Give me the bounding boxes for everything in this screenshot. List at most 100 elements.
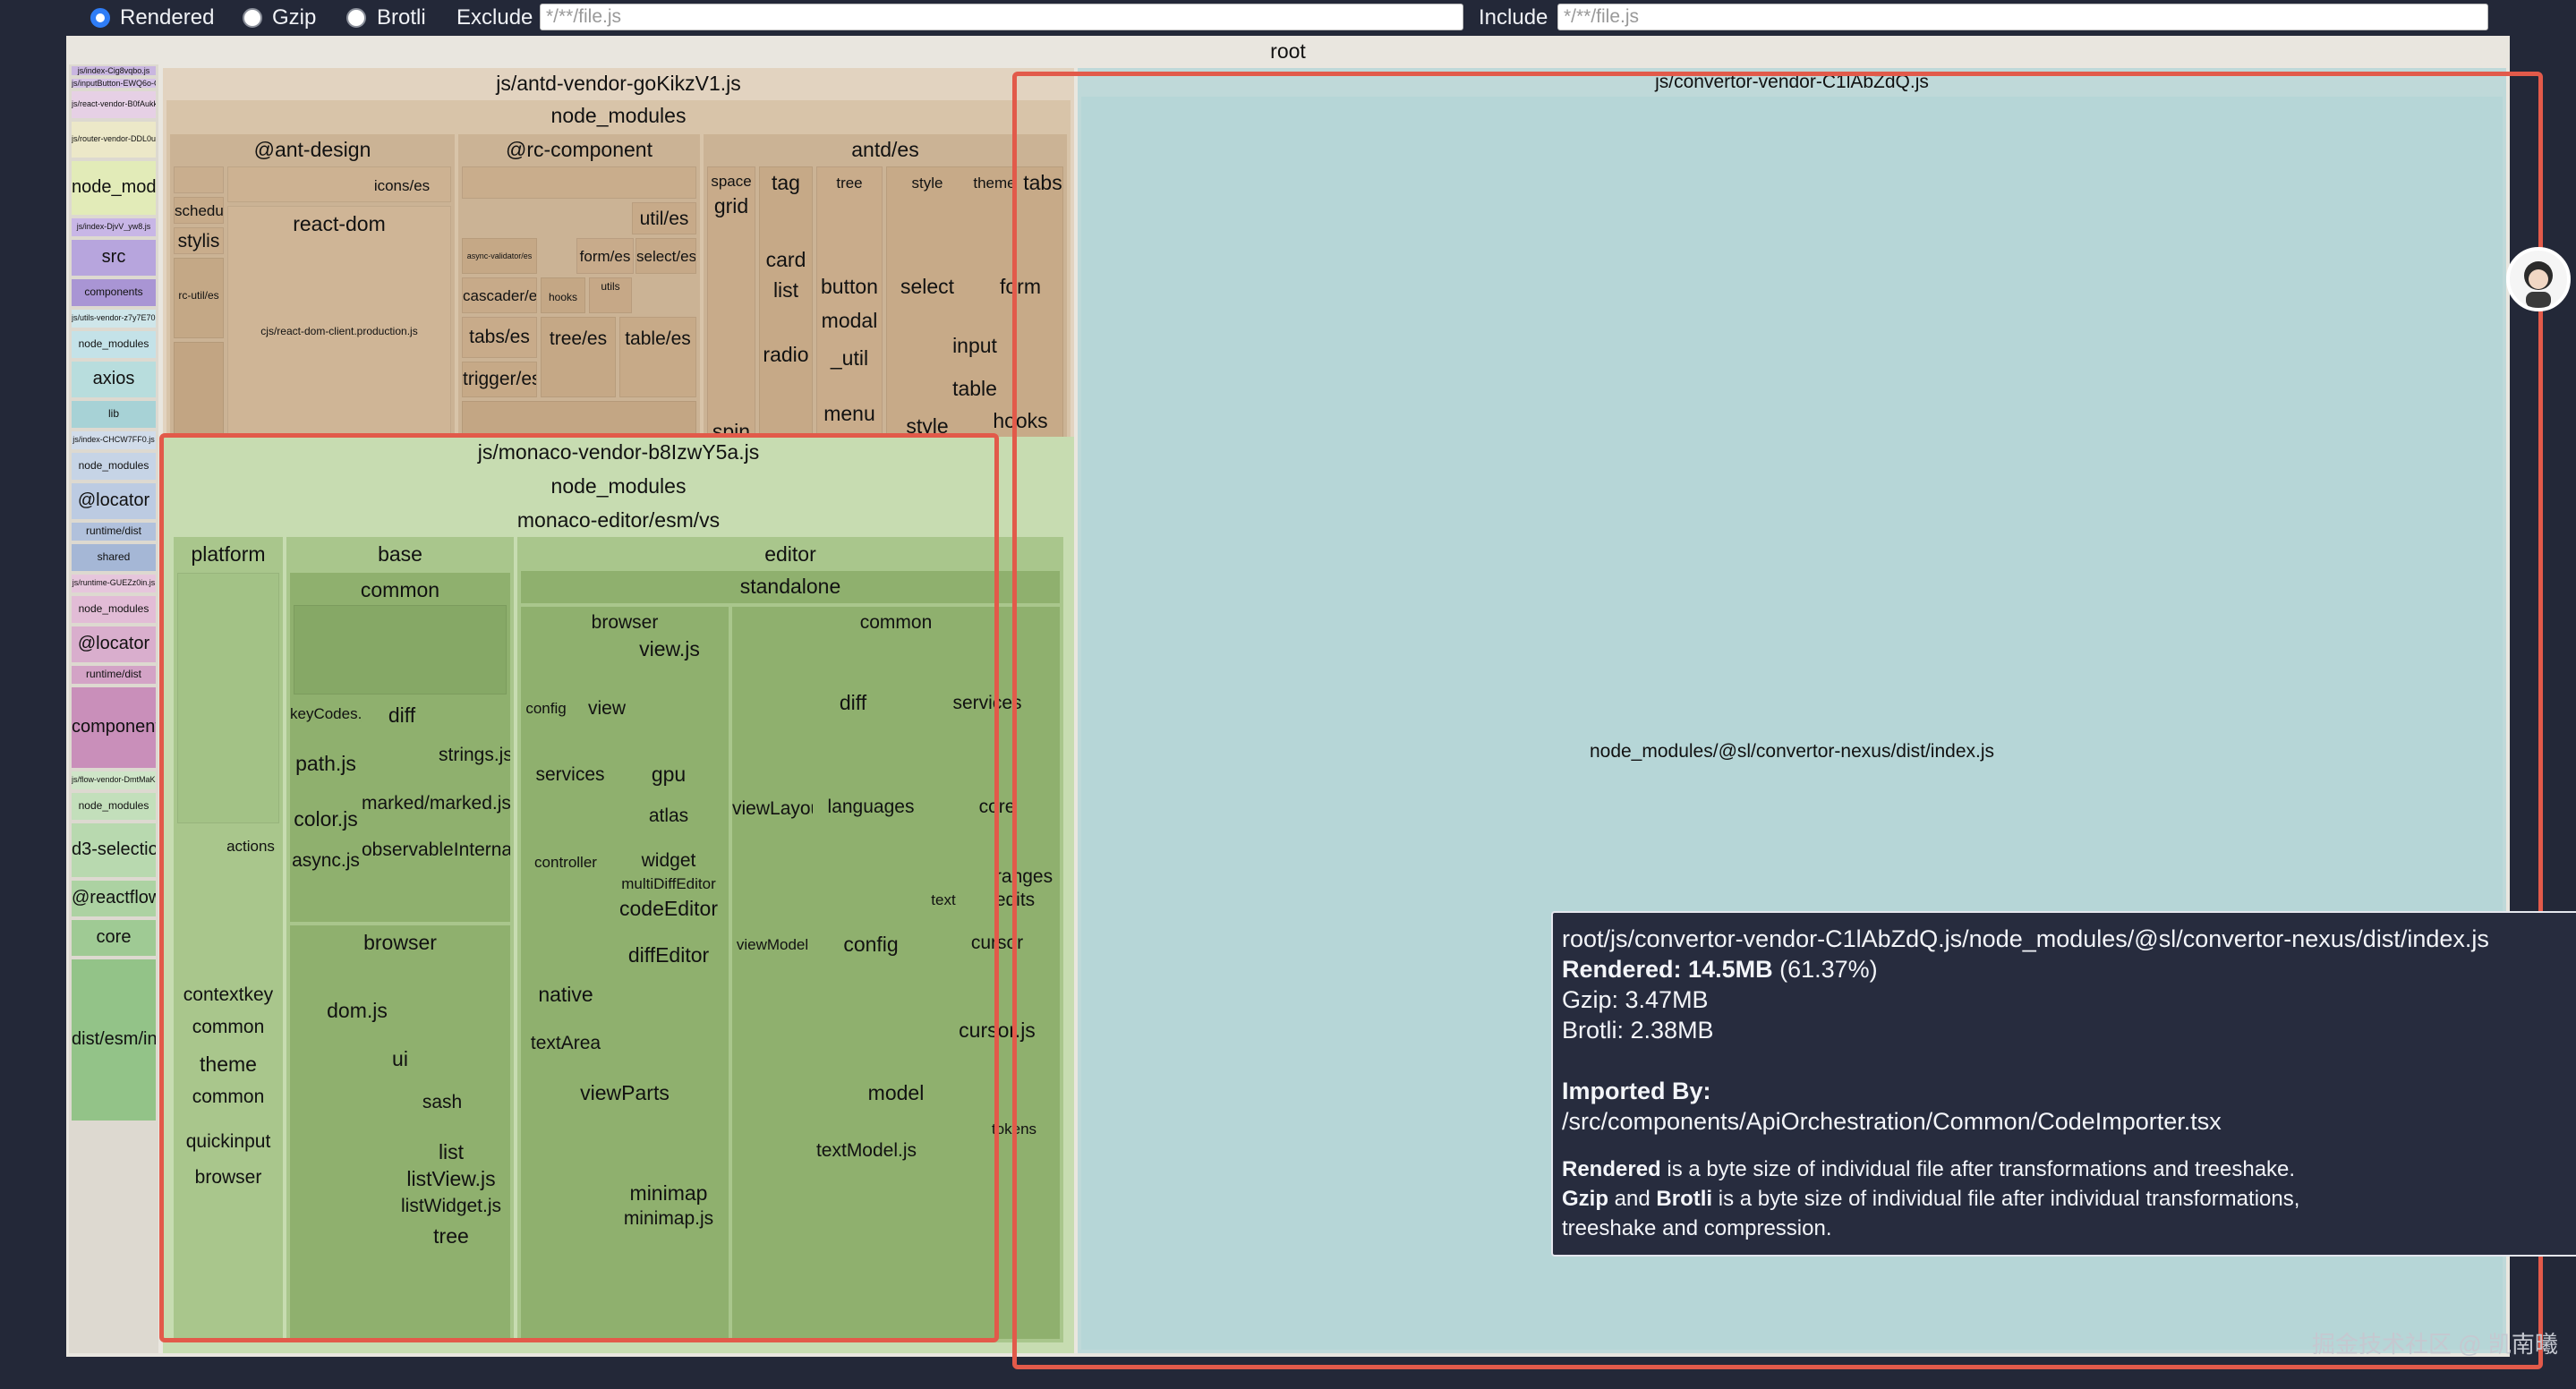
sidebar-bundle-3[interactable]: js/router-vendor-DDL0unP.js: [72, 122, 156, 158]
user-avatar[interactable]: [2506, 247, 2571, 311]
antd-col-2[interactable]: tag card list radio: [759, 166, 813, 446]
diffeditor-label: diffEditor: [627, 943, 710, 967]
sidebar-bundle-16[interactable]: shared: [72, 544, 156, 571]
rendered-label[interactable]: Rendered: [120, 5, 215, 30]
rc-table-cell[interactable]: table/es: [619, 317, 696, 397]
rc-component-group[interactable]: @rc-component util/es async-validator/es…: [458, 134, 700, 449]
brotli-radio[interactable]: [346, 8, 366, 28]
note-gzip-bold: Gzip: [1562, 1187, 1608, 1211]
platform-group[interactable]: platform actions contextkey common theme…: [174, 537, 283, 1342]
widget-label: widget: [641, 850, 696, 871]
rc-tabs-cell[interactable]: tabs/es: [462, 317, 537, 358]
platform-misc[interactable]: [177, 573, 279, 823]
sidebar-bundle-2[interactable]: js/react-vendor-B0fAukk.js: [72, 91, 156, 118]
rc-select-cell[interactable]: select/es: [635, 238, 696, 274]
antd-col-1[interactable]: space grid spin: [707, 166, 755, 446]
rc-trigger-cell[interactable]: trigger/es: [462, 362, 537, 397]
sidebar-bundle-label: node_modules: [78, 799, 149, 812]
sidebar-bundle-8[interactable]: js/utils-vendor-z7y7E70R.js: [72, 310, 156, 328]
ant-design-group[interactable]: @ant-design scheduler stylis rc-util/es …: [170, 134, 455, 449]
gzip-radio[interactable]: [243, 8, 262, 28]
sidebar-bundle-13[interactable]: node_modules: [72, 453, 156, 480]
scheduler-cell[interactable]: scheduler: [174, 197, 224, 224]
sidebar-bundle-label: node_modules: [78, 459, 149, 472]
icons-cell[interactable]: icons/es: [227, 166, 451, 202]
sidebar-bundle-26[interactable]: core: [72, 920, 156, 956]
sidebar-bundle-12[interactable]: js/index-CHCW7FF0.js: [72, 431, 156, 449]
react-dom-cell[interactable]: react-dom cjs/react-dom-client.productio…: [227, 206, 451, 446]
ed-services-label: services: [535, 764, 605, 785]
sidebar-bundle-15[interactable]: runtime/dist: [72, 523, 156, 541]
sidebar-bundle-4[interactable]: node_modules: [72, 161, 156, 215]
sidebar-bundle-18[interactable]: node_modules: [72, 596, 156, 623]
sidebar-bundle-21[interactable]: components: [72, 687, 156, 768]
antd-es-group[interactable]: antd/es space grid spin tag card list ra…: [704, 134, 1067, 449]
sidebar-bundle-25[interactable]: @reactflow: [72, 881, 156, 916]
sidebar-bundle-9[interactable]: node_modules: [72, 331, 156, 358]
sidebar-bundle-label: js/index-DjvV_yw8.js: [76, 221, 151, 231]
sidebar-bundle-11[interactable]: lib: [72, 401, 156, 428]
tree-label: tree: [433, 1224, 469, 1248]
antd-col-3[interactable]: tree button modal _util menu: [816, 166, 883, 446]
sidebar-bundle-label: js/index-CHCW7FF0.js: [73, 434, 155, 444]
small-bundles-column[interactable]: js/index-Cig8vqbo.js js/inputButton-EWQ6o…: [69, 64, 158, 1353]
base-group[interactable]: base common keyCodes.js diff path.js str…: [286, 537, 514, 1342]
tooltip-imported-label: Imported By: [1562, 1078, 1703, 1104]
sidebar-bundle-label: js/router-vendor-DDL0unP.js: [72, 133, 156, 143]
sidebar-bundle-5[interactable]: js/index-DjvV_yw8.js: [72, 218, 156, 236]
card-label: card: [765, 248, 806, 271]
antd-col-4[interactable]: style theme tabs select form input table…: [886, 166, 1063, 446]
monaco-node-modules-label: node_modules: [550, 474, 687, 498]
rc-utils-cell[interactable]: utils: [589, 277, 632, 313]
brotli-label[interactable]: Brotli: [377, 5, 426, 30]
color-label: color.js: [294, 807, 358, 831]
sidebar-bundle-24[interactable]: d3-selection/src: [72, 823, 156, 877]
sidebar-bundle-10[interactable]: axios: [72, 362, 156, 397]
space-label: space: [711, 173, 752, 190]
editor-common-group[interactable]: common diff services viewLayout language…: [732, 607, 1060, 1339]
text-label: text: [931, 891, 956, 908]
base-browser-group[interactable]: browser dom.js ui list listView.js listW…: [290, 925, 510, 1339]
editor-browser-group[interactable]: browser view.js config view services gpu…: [521, 607, 729, 1339]
gzip-label[interactable]: Gzip: [272, 5, 317, 30]
sidebar-bundle-0[interactable]: js/index-Cig8vqbo.js: [72, 66, 156, 75]
sidebar-bundle-14[interactable]: @locator: [72, 483, 156, 519]
sidebar-bundle-20[interactable]: runtime/dist: [72, 666, 156, 684]
sidebar-bundle-17[interactable]: js/runtime-GUEZz0in.js: [72, 575, 156, 592]
sidebar-bundle-label: @locator: [77, 490, 150, 510]
sidebar-bundle-22[interactable]: js/flow-vendor-DmtMaK.js: [72, 771, 156, 789]
sidebar-bundle-7[interactable]: components: [72, 279, 156, 306]
rc-cascader-cell[interactable]: cascader/es: [462, 277, 537, 313]
antd-node-modules[interactable]: node_modules @ant-design scheduler styli…: [166, 100, 1070, 455]
standalone-group[interactable]: standalone: [521, 571, 1060, 603]
rc-tree-cell[interactable]: tree/es: [541, 317, 616, 397]
sidebar-bundle-19[interactable]: @locator: [72, 626, 156, 662]
sidebar-bundle-23[interactable]: node_modules: [72, 793, 156, 820]
controller-label: controller: [534, 854, 597, 871]
rc-hooks-cell[interactable]: hooks: [541, 277, 585, 313]
rc-util-cell[interactable]: rc-util/es: [174, 258, 224, 338]
editor-group[interactable]: editor standalone browser view.js config…: [517, 537, 1063, 1342]
base-common-group[interactable]: common keyCodes.js diff path.js strings.…: [290, 573, 510, 922]
sidebar-bundle-label: node_modules: [78, 337, 149, 350]
sidebar-bundle-27[interactable]: dist/esm/index.mjs: [72, 959, 156, 1121]
rc-form-label: form/es: [579, 248, 631, 265]
rc-misc-cell[interactable]: [174, 342, 224, 446]
rendered-radio[interactable]: [90, 8, 110, 28]
view-js-label: view.js: [639, 637, 700, 660]
exclude-input[interactable]: */**/file.js: [540, 4, 1463, 30]
model-label: model: [867, 1081, 925, 1104]
ant-design-cell[interactable]: [174, 166, 224, 193]
async-validator-cell[interactable]: async-validator/es: [462, 238, 537, 274]
sidebar-bundle-1[interactable]: js/inputButton-EWQ6o-OJ.js: [72, 79, 156, 88]
edits-label: edits: [994, 890, 1036, 910]
antd-vendor-bundle[interactable]: js/antd-vendor-goKikzV1.js node_modules …: [163, 68, 1074, 458]
sidebar-bundle-6[interactable]: src: [72, 240, 156, 276]
stylis-cell[interactable]: stylis: [174, 227, 224, 254]
monaco-vendor-bundle[interactable]: js/monaco-vendor-b8IzwY5a.js node_module…: [163, 437, 1074, 1353]
include-input[interactable]: */**/file.js: [1557, 4, 2488, 30]
rc-form-cell[interactable]: form/es: [576, 238, 634, 274]
base-common-misc[interactable]: [294, 605, 507, 694]
rc-row-1[interactable]: [462, 166, 696, 199]
rc-util-es-cell[interactable]: util/es: [632, 202, 696, 234]
